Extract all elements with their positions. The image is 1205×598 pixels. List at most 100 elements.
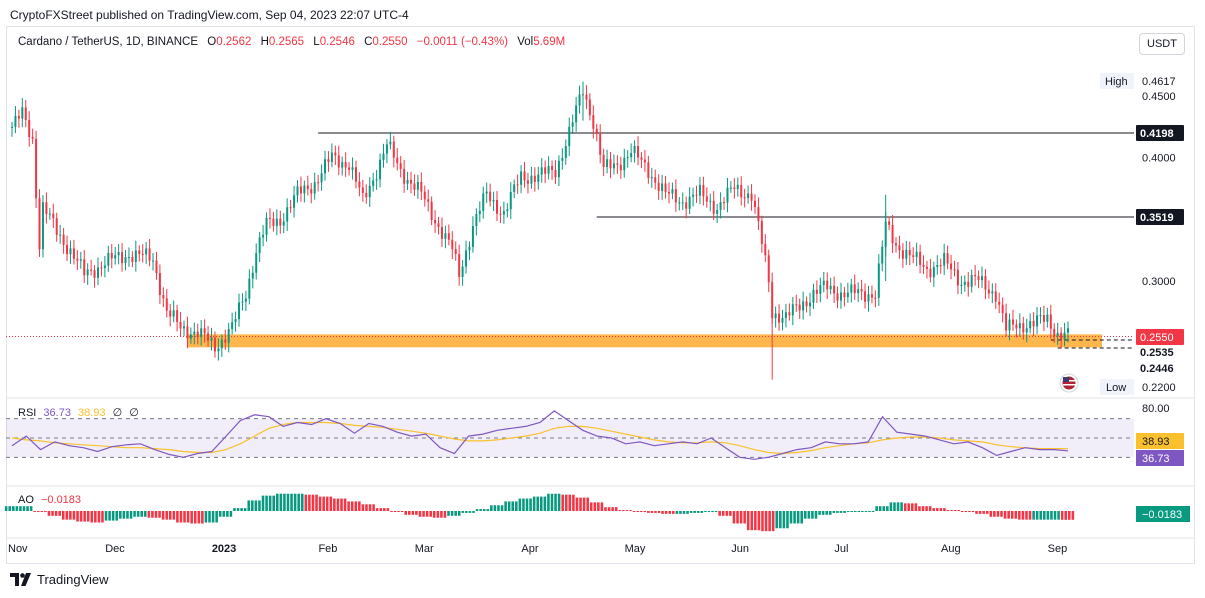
ao-bar	[704, 511, 707, 512]
candle-body	[908, 249, 911, 256]
currency-button[interactable]: USDT	[1139, 33, 1185, 55]
ao-bar	[379, 508, 383, 511]
candle-body	[203, 328, 206, 334]
ao-bar	[1018, 511, 1021, 520]
candle-body	[650, 177, 653, 179]
candle-body	[716, 209, 719, 214]
candle-body	[324, 159, 327, 174]
ao-bar	[589, 502, 593, 511]
ao-bar	[950, 510, 953, 512]
ao-title[interactable]: AO	[18, 494, 34, 506]
candle-body	[21, 107, 24, 119]
candle-body	[981, 276, 984, 281]
ao-bar	[8, 506, 11, 511]
ao-bar	[154, 511, 158, 518]
ao-bar	[729, 511, 732, 516]
ao-bar	[300, 493, 304, 511]
ao-bar	[279, 493, 283, 511]
ao-bar	[868, 511, 871, 512]
ao-bar	[447, 511, 450, 516]
ao-bar	[258, 500, 261, 511]
ao-bar	[286, 493, 290, 511]
candle-body	[38, 198, 41, 250]
x-tick-label: May	[625, 543, 646, 555]
ao-bar	[368, 504, 372, 511]
candle-body	[764, 243, 767, 256]
flag-icon-stripe	[1063, 380, 1076, 382]
ao-bar	[372, 504, 375, 511]
candle-body	[124, 257, 127, 264]
ao-bar	[843, 511, 846, 513]
candle-body	[334, 152, 337, 156]
ao-bar	[58, 511, 61, 516]
ao-bar	[686, 511, 689, 514]
candle-body	[52, 213, 55, 219]
ao-bar	[15, 506, 19, 511]
candle-body	[248, 278, 251, 299]
ao-bar	[654, 511, 657, 513]
candle-body	[152, 260, 155, 262]
ao-bar	[568, 494, 572, 511]
candle-body	[791, 304, 794, 316]
candle-body	[1029, 320, 1032, 329]
ao-bar	[86, 511, 90, 522]
symbol-title[interactable]: Cardano / TetherUS, 1D, BINANCE	[18, 36, 199, 48]
candle-body	[943, 253, 946, 266]
x-tick-label: Feb	[318, 543, 337, 555]
ao-bar	[1039, 511, 1043, 520]
ao-bar	[529, 498, 532, 511]
open-label: O	[207, 36, 217, 48]
candle-body	[788, 312, 791, 316]
rsi-label-bg	[1136, 450, 1184, 466]
ao-bar	[932, 508, 935, 511]
ao-bar	[711, 511, 714, 512]
candle-body	[375, 179, 378, 181]
rsi-line	[11, 410, 1069, 460]
rsi-title[interactable]: RSI	[18, 407, 37, 419]
ao-bar	[29, 506, 33, 511]
candle-body	[568, 126, 571, 147]
ao-bar	[54, 511, 58, 516]
candle-body	[189, 334, 192, 339]
ao-bar	[233, 508, 236, 511]
candle-body	[726, 187, 729, 203]
candle-body	[182, 326, 185, 329]
ao-bar	[1071, 511, 1075, 520]
ao-bar	[129, 511, 133, 519]
candle-body	[279, 218, 282, 226]
ao-bar	[664, 511, 668, 514]
ao-bar	[918, 506, 921, 511]
ao-bar	[579, 497, 582, 511]
ao-bar	[611, 507, 614, 511]
ao-bar	[796, 511, 800, 524]
ao-bar	[668, 511, 671, 514]
flag-icon[interactable]	[1059, 373, 1079, 393]
candle-body	[698, 185, 701, 196]
ao-bar	[318, 496, 322, 511]
ao-bar	[383, 508, 386, 511]
candle-body	[585, 94, 588, 100]
candle-body	[561, 157, 564, 161]
ao-bar	[964, 511, 968, 512]
candle-body	[17, 115, 20, 119]
candle-body	[767, 255, 770, 283]
volume-label: Vol	[517, 36, 534, 48]
candle-body	[114, 255, 117, 259]
candle-body	[544, 167, 547, 174]
candle-body	[616, 163, 619, 165]
ao-bar	[1003, 511, 1007, 519]
candle-body	[654, 177, 657, 183]
ao-bar	[247, 500, 251, 511]
rsi-value: 36.73	[43, 407, 71, 419]
ao-bar	[104, 511, 108, 521]
candle-body	[330, 152, 333, 163]
ao-bar	[900, 502, 903, 511]
candle-body	[193, 331, 196, 335]
candle-body	[681, 202, 684, 204]
candle-body	[537, 174, 540, 182]
candle-body	[485, 191, 488, 194]
candle-body	[939, 264, 942, 266]
ao-bar	[675, 511, 679, 514]
candle-body	[165, 298, 168, 311]
